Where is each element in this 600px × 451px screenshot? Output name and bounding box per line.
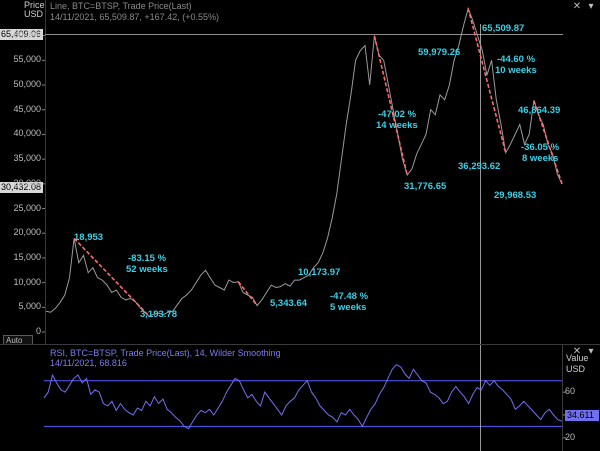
price-tick-label: 35,000 — [13, 153, 41, 164]
price-chart[interactable] — [0, 0, 600, 344]
annotation-peak-5: 46,864.39 — [518, 105, 561, 116]
rsi-chart[interactable] — [0, 345, 600, 451]
rsi-tick-label: 20 — [565, 431, 576, 442]
price-tick-label: 25,000 — [13, 202, 41, 213]
annotation-drop-1-pct: -83.15 % — [128, 253, 167, 264]
annotation-low-3: 31,776.65 — [404, 181, 447, 192]
price-tick-label: 55,000 — [13, 54, 41, 65]
chevron-down-icon[interactable]: ▾ — [588, 346, 594, 357]
rsi-last-value-label: 34.611 — [565, 410, 599, 421]
trend-line-5 — [533, 100, 563, 185]
annotation-low-1: 3,193.78 — [140, 309, 177, 320]
crosshair-price-label: 65,409.06 — [0, 29, 43, 40]
price-tick-label: 0 — [35, 326, 41, 336]
price-axis-title: Price — [24, 0, 45, 10]
annotation-peak-1: 18,953 — [74, 232, 104, 243]
rsi-axis-title: Value — [566, 353, 589, 363]
price-tick-label: 15,000 — [13, 251, 41, 262]
annotation-low-4: 36,293.62 — [458, 161, 501, 172]
price-legend-line2: 14/11/2021, 65,509.87, +167.42, (+0.55%) — [50, 12, 219, 22]
annotation-peak-2: 10,173.97 — [298, 267, 341, 278]
price-tick-label: 20,000 — [13, 227, 41, 238]
price-axis[interactable] — [0, 0, 46, 344]
annotation-drop-4-pct: -44.60 % — [497, 54, 536, 65]
price-axis-unit: USD — [24, 9, 44, 19]
trend-line-1 — [73, 237, 150, 317]
price-tick-label: 60,000 — [13, 29, 41, 40]
price-tick-label: 10,000 — [13, 276, 41, 287]
annotation-drop-5-pct: -36.05 % — [521, 142, 560, 153]
annotation-low-5: 29,968.53 — [494, 190, 537, 201]
trend-line-3 — [373, 35, 408, 176]
close-icon[interactable]: ✕ — [572, 1, 582, 12]
rsi-axis-unit: USD — [566, 364, 586, 374]
rsi-legend-line2: 14/11/2021, 68.816 — [50, 358, 127, 368]
price-legend-line1: Line, BTC=BTSP, Trade Price(Last) — [50, 1, 192, 11]
last-price-label: 30,432.08 — [0, 182, 43, 193]
annotation-drop-3-weeks: 14 weeks — [376, 120, 418, 131]
rsi-axis[interactable] — [562, 345, 600, 451]
annotation-low-2: 5,343.64 — [270, 298, 307, 309]
close-icon[interactable]: ✕ — [572, 346, 582, 357]
price-tick-label: 50,000 — [13, 79, 41, 90]
price-tick-label: 45,000 — [13, 103, 41, 114]
trend-line-4 — [467, 8, 507, 153]
annotation-peak-3: 59,979.26 — [418, 47, 461, 58]
annotation-drop-1-weeks: 52 weeks — [126, 264, 168, 275]
trend-line-2 — [237, 281, 258, 307]
rsi-chart-pane: RSI, BTC=BTSP, Trade Price(Last), 14, Wi… — [0, 344, 600, 451]
price-tick-label: 5,000 — [18, 301, 41, 312]
annotation-drop-2-pct: -47.48 % — [330, 291, 369, 302]
price-chart-pane: Price USD Line, BTC=BTSP, Trade Price(La… — [0, 0, 600, 345]
rsi-tick-label: 60 — [565, 386, 576, 397]
annotation-drop-3-pct: -47.02 % — [378, 109, 417, 120]
chevron-down-icon[interactable]: ▾ — [588, 1, 594, 12]
price-tick-label: 30,000 — [13, 177, 41, 188]
annotation-drop-5-weeks: 8 weeks — [522, 153, 559, 164]
annotation-peak-4: 65,509.87 — [482, 23, 525, 34]
rsi-legend-line1: RSI, BTC=BTSP, Trade Price(Last), 14, Wi… — [50, 348, 281, 358]
rsi-series-line — [43, 364, 563, 430]
annotation-drop-4-weeks: 10 weeks — [495, 65, 537, 76]
annotation-drop-2-weeks: 5 weeks — [330, 302, 367, 313]
price-tick-label: 40,000 — [13, 128, 41, 139]
